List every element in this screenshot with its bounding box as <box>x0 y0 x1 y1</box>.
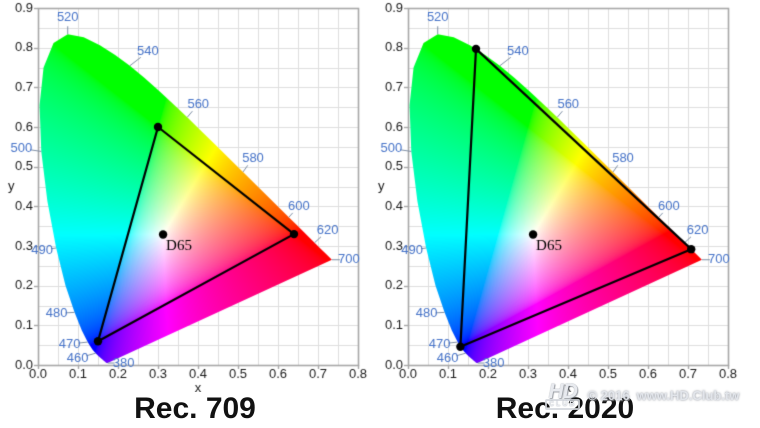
chromaticity-diagram-rec709 <box>0 0 390 392</box>
chart-rec2020: Rec. 2020 <box>370 0 760 428</box>
chart-rec709: Rec. 709 <box>0 0 390 425</box>
chart-title-rec709: Rec. 709 <box>134 392 256 425</box>
chromaticity-diagram-rec2020 <box>370 0 760 392</box>
chart-title-rec2020: Rec. 2020 <box>495 392 635 425</box>
